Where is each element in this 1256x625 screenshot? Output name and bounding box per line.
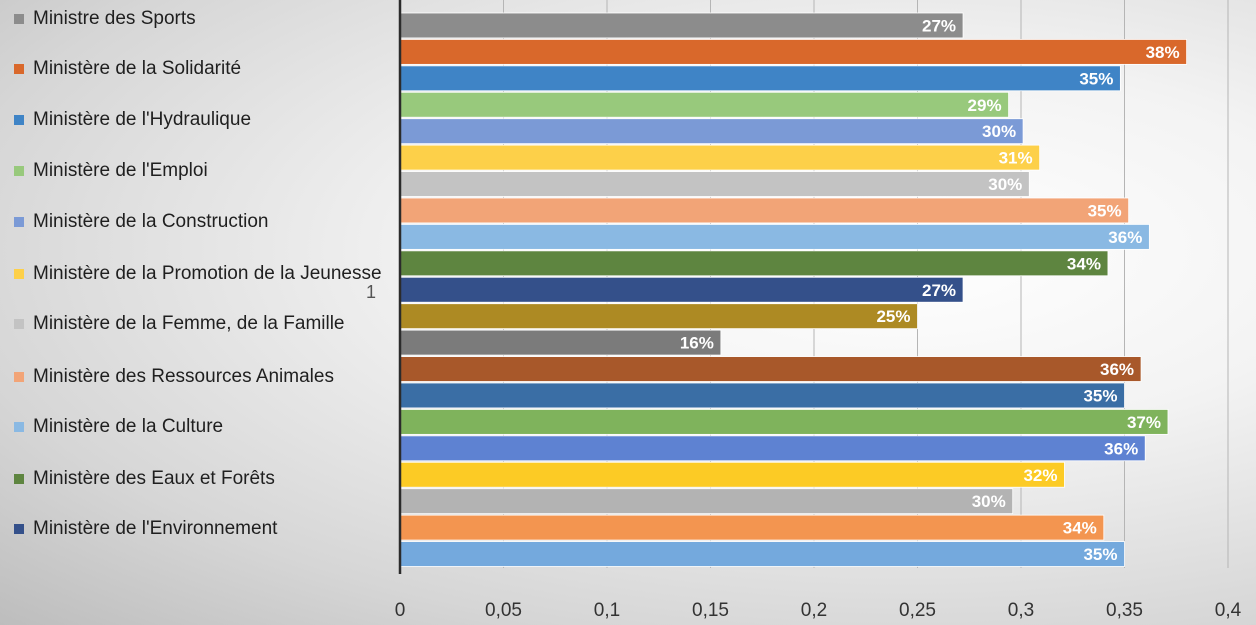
data-label: 34% <box>1067 254 1101 273</box>
legend-label: Ministère de l'Environnement <box>33 518 278 539</box>
x-tick-label: 0,2 <box>801 600 827 621</box>
bar <box>399 250 1109 277</box>
data-label: 34% <box>1063 519 1097 538</box>
legend-item: Ministère de la Solidarité <box>14 58 403 80</box>
legend-swatch <box>14 474 24 484</box>
x-tick-label: 0,4 <box>1215 600 1242 621</box>
data-label: 27% <box>922 281 956 300</box>
legend-swatch <box>14 422 24 432</box>
x-tick-label: 0 <box>395 600 406 621</box>
legend-swatch <box>14 14 24 24</box>
x-tick-label: 0,05 <box>485 600 522 621</box>
data-label: 25% <box>876 307 910 326</box>
legend-label: Ministère de la Femme, de la Famille <box>33 313 345 334</box>
x-tick-label: 0,1 <box>594 600 620 621</box>
legend-item: Ministère de la Femme, de la Famille <box>14 313 403 335</box>
legend-label: Ministre des Sports <box>33 8 196 29</box>
bar <box>399 197 1130 224</box>
legend-item: Ministère des Ressources Animales <box>14 366 403 388</box>
bar <box>399 276 964 303</box>
legend-label: Ministère de la Solidarité <box>33 58 242 79</box>
bar <box>399 39 1187 65</box>
bar <box>399 91 1009 118</box>
bar <box>399 224 1150 250</box>
legend-label: Ministère des Ressources Animales <box>33 366 334 387</box>
data-label: 27% <box>922 16 956 35</box>
legend-label: Ministère des Eaux et Forêts <box>33 468 275 489</box>
data-label: 36% <box>1108 228 1142 247</box>
legend-item: Ministère de l'Emploi <box>14 160 403 182</box>
legend-swatch <box>14 319 24 329</box>
legend-label: Ministère de la Construction <box>33 211 269 232</box>
data-label: 30% <box>972 492 1006 511</box>
data-label: 30% <box>988 175 1022 194</box>
x-tick-label: 0,25 <box>899 600 936 621</box>
data-label: 35% <box>1083 386 1117 405</box>
data-label: 37% <box>1127 413 1161 432</box>
x-tick-label: 0,15 <box>692 600 729 621</box>
legend-label: Ministère de l'Hydraulique <box>33 109 252 130</box>
category-label: 1 <box>366 282 377 302</box>
bar <box>399 356 1142 382</box>
data-label: 35% <box>1083 545 1117 564</box>
data-label: 32% <box>1023 466 1057 485</box>
bar <box>399 171 1030 197</box>
legend-item: Ministère des Eaux et Forêts <box>14 468 403 490</box>
legend-item: Ministère de l'Hydraulique <box>14 109 403 131</box>
bar <box>399 303 918 330</box>
legend-label: Ministère de l'Emploi <box>33 160 208 181</box>
legend-item: Ministère de la Promotion de la Jeunesse <box>14 263 403 285</box>
data-label: 36% <box>1100 360 1134 379</box>
legend-label: Ministère de la Culture <box>33 416 224 437</box>
bar <box>399 435 1146 462</box>
bar <box>399 118 1024 145</box>
legend-label: Ministère de la Promotion de la Jeunesse <box>33 263 382 284</box>
data-label: 31% <box>999 149 1033 168</box>
legend-swatch <box>14 64 24 74</box>
legend-swatch <box>14 115 24 125</box>
bar <box>399 409 1169 435</box>
x-tick-label: 0,3 <box>1008 600 1034 621</box>
data-label: 38% <box>1146 43 1180 62</box>
bar <box>399 65 1121 92</box>
legend-item: Ministre des Sports <box>14 8 403 30</box>
data-label: 35% <box>1088 201 1122 220</box>
legend-swatch <box>14 372 24 382</box>
legend-item: Ministère de la Culture <box>14 416 403 438</box>
x-tick-label: 0,35 <box>1106 600 1143 621</box>
bar <box>399 12 964 39</box>
bar <box>399 382 1125 409</box>
bar <box>399 488 1014 515</box>
data-label: 16% <box>680 334 714 353</box>
bar <box>399 144 1041 171</box>
legend-item: Ministère de l'Environnement <box>14 518 403 540</box>
legend-swatch <box>14 524 24 534</box>
bar <box>399 514 1105 541</box>
data-label: 29% <box>968 96 1002 115</box>
data-label: 35% <box>1079 69 1113 88</box>
legend-swatch <box>14 217 24 227</box>
legend-swatch <box>14 269 24 279</box>
bar <box>399 329 722 356</box>
data-label: 36% <box>1104 439 1138 458</box>
data-label: 30% <box>982 122 1016 141</box>
bar <box>399 461 1065 488</box>
bar <box>399 541 1125 567</box>
legend-item: Ministère de la Construction <box>14 211 403 233</box>
legend-swatch <box>14 166 24 176</box>
